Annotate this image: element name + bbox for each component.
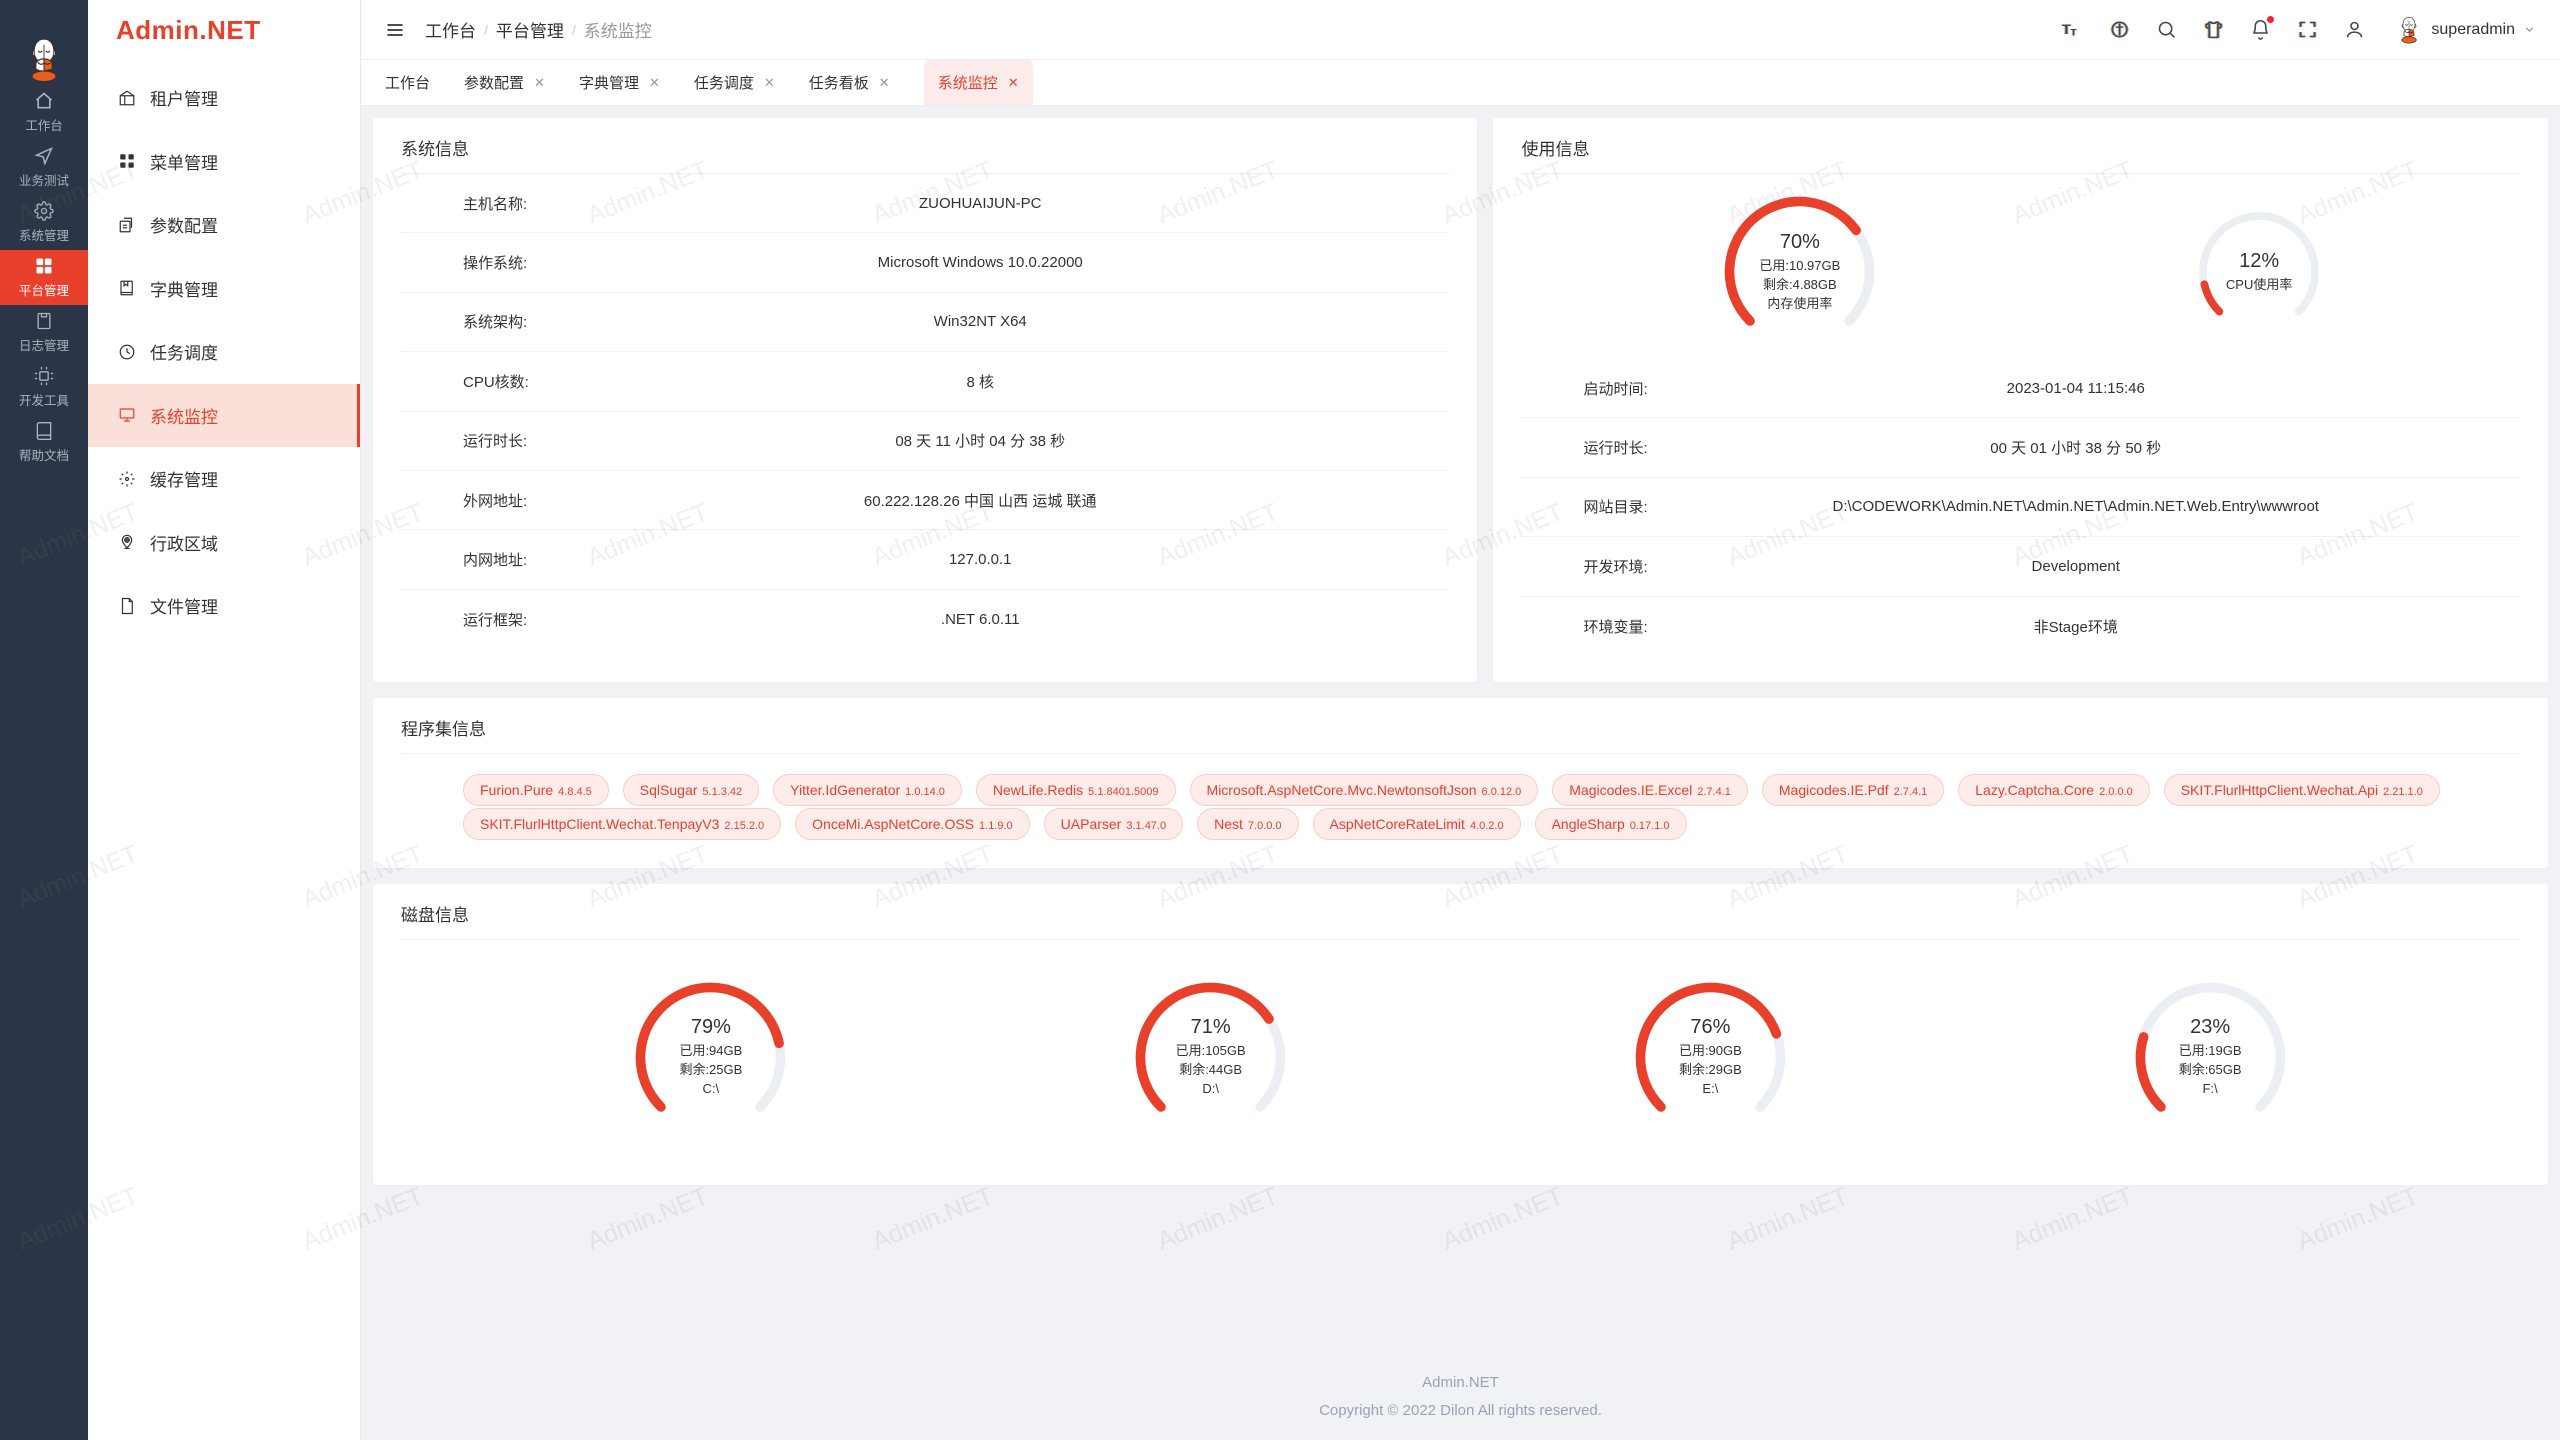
svg-text:T: T [2071, 28, 2077, 38]
svg-text:T: T [2062, 21, 2071, 37]
